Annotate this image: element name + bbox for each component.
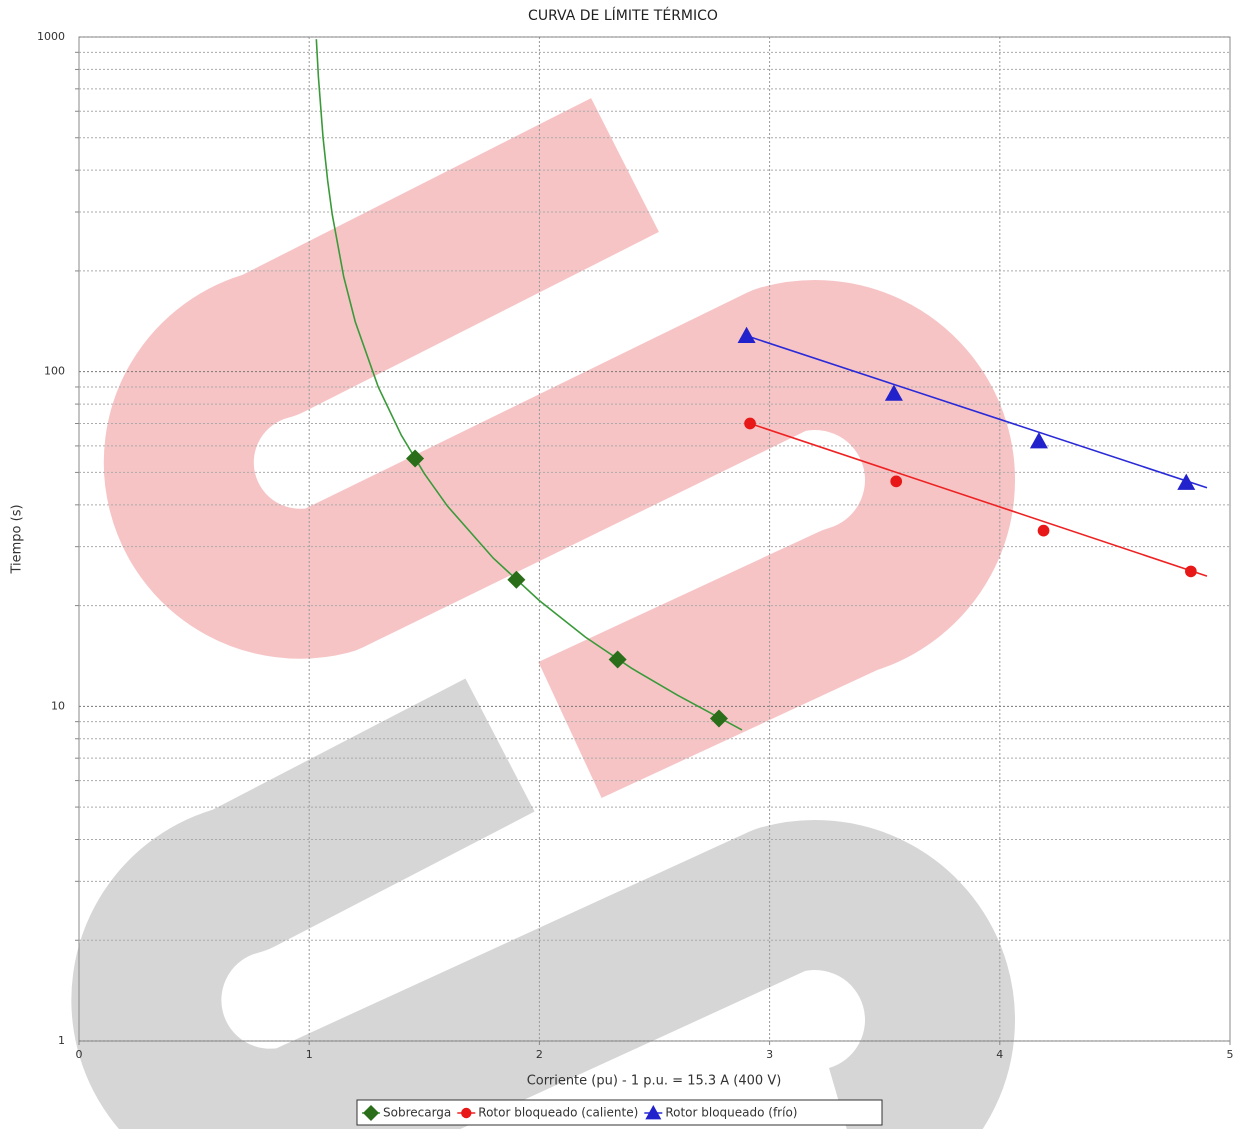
x-tick-label: 4 [996,1048,1003,1061]
legend-marker [645,1105,662,1120]
data-point [608,650,627,669]
legend-marker [363,1105,379,1121]
series-line [749,422,1208,577]
legend-label: Sobrecarga [383,1106,451,1120]
x-axis-label: Corriente (pu) - 1 p.u. = 15.3 A (400 V) [527,1074,782,1089]
plot-frame [78,36,1231,1042]
watermark [71,98,1015,1129]
data-point [507,570,526,589]
y-tick-label: 1000 [37,30,65,43]
y-axis-label: Tiempo (s) [10,504,25,574]
series-line [746,335,1208,489]
x-tick-label: 5 [1227,1048,1234,1061]
x-tick-label: 1 [306,1048,313,1061]
y-tick-label: 10 [51,699,65,712]
data-point [884,384,903,401]
legend [356,1099,883,1126]
y-tick-label: 100 [44,365,65,378]
data-point [1029,432,1048,449]
chart-title: CURVA DE LÍMITE TÉRMICO [528,7,718,24]
legend-label: Rotor bloqueado (frío) [665,1106,797,1120]
data-point [709,709,728,728]
legend-marker [461,1107,472,1119]
legend-label: Rotor bloqueado (caliente) [478,1106,638,1120]
data-point [1185,565,1197,578]
x-tick-label: 0 [76,1048,83,1061]
data-point [406,449,425,468]
data-point [890,475,903,488]
y-tick-label: 1 [58,1034,65,1047]
data-point [744,417,756,430]
data-point [737,326,756,343]
data-point [1177,473,1196,490]
x-tick-label: 3 [766,1048,773,1061]
x-tick-label: 2 [536,1048,543,1061]
series-line [315,39,743,731]
data-point [1037,524,1050,537]
